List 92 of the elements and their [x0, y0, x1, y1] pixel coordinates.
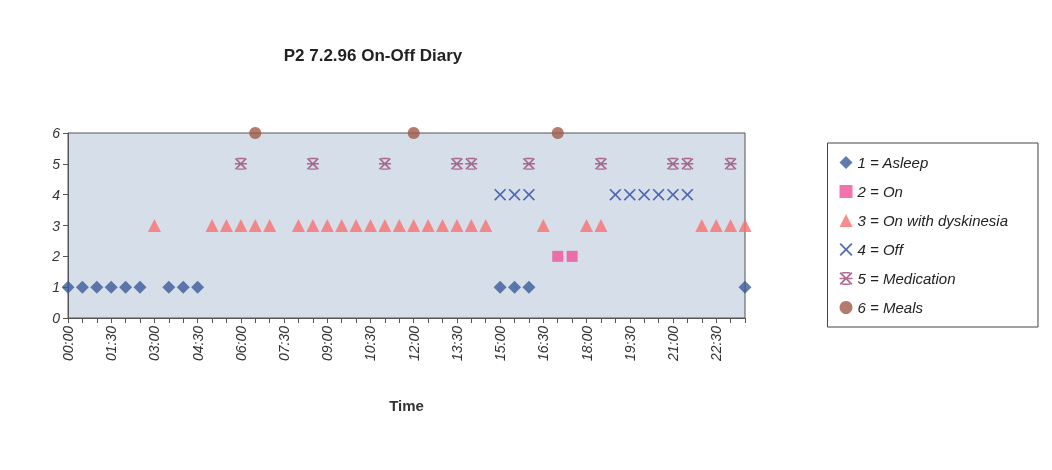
point — [508, 188, 521, 201]
point — [652, 188, 665, 201]
x-tick-label: 04:30 — [189, 325, 206, 362]
x-tick-label: 07:30 — [276, 325, 293, 362]
y-tick-label: 6 — [52, 125, 61, 141]
point — [450, 219, 464, 232]
point — [681, 188, 694, 201]
y-tick-label: 2 — [51, 248, 61, 265]
point — [450, 157, 463, 170]
point — [349, 219, 363, 232]
point — [566, 250, 578, 262]
legend-label: 4 = Off — [857, 241, 905, 258]
point — [594, 157, 607, 170]
point — [291, 219, 305, 232]
point — [234, 157, 247, 170]
x-tick-label: 15:00 — [492, 325, 509, 362]
legend-label: 5 = Medication — [857, 270, 956, 287]
x-tick-label: 21:00 — [664, 325, 681, 363]
point — [536, 219, 550, 232]
point — [421, 219, 435, 232]
point — [90, 280, 104, 294]
point — [594, 219, 608, 232]
point — [176, 280, 190, 294]
point — [205, 219, 219, 232]
point — [695, 219, 709, 232]
point — [407, 219, 421, 232]
point — [493, 280, 507, 294]
x-tick-label: 19:30 — [621, 325, 638, 362]
point — [133, 280, 147, 294]
point — [61, 280, 75, 294]
point — [119, 280, 133, 294]
point — [363, 219, 377, 232]
point — [738, 280, 752, 294]
point — [464, 219, 478, 232]
point — [248, 219, 262, 232]
point — [104, 280, 118, 294]
point — [465, 157, 478, 170]
point — [709, 219, 723, 232]
point — [378, 157, 391, 170]
point — [666, 157, 679, 170]
point — [335, 219, 349, 232]
x-tick-label: 16:30 — [535, 325, 552, 362]
point — [681, 157, 694, 170]
x-tick-label: 00:00 — [60, 325, 76, 362]
point — [191, 280, 205, 294]
x-tick-label: 10:30 — [362, 325, 379, 362]
point — [378, 219, 392, 232]
point — [234, 219, 248, 232]
point — [219, 219, 233, 232]
point — [306, 219, 320, 232]
point — [436, 219, 450, 232]
point — [609, 188, 622, 201]
x-tick-label: 01:30 — [103, 325, 120, 362]
point — [724, 219, 738, 232]
y-tick-label: 5 — [52, 155, 61, 172]
point — [580, 219, 594, 232]
x-tick-label: 12:00 — [405, 325, 422, 362]
y-tick-label: 0 — [52, 310, 61, 326]
point — [407, 127, 420, 139]
point — [147, 219, 161, 232]
x-tick-label: 03:00 — [146, 325, 163, 362]
point — [306, 157, 319, 170]
point — [479, 219, 493, 232]
point — [508, 280, 522, 294]
legend-label: 1 = Asleep — [857, 154, 929, 171]
point — [263, 219, 277, 232]
point — [75, 280, 89, 294]
point — [392, 219, 406, 232]
y-tick-label: 3 — [52, 217, 61, 234]
point — [522, 280, 536, 294]
point — [724, 157, 737, 170]
x-tick-label: 18:00 — [578, 325, 595, 362]
point — [162, 280, 176, 294]
point — [249, 127, 262, 139]
y-tick-label: 4 — [52, 186, 61, 203]
x-tick-label: 13:30 — [448, 325, 465, 362]
x-axis-title: Time — [389, 397, 424, 414]
point — [623, 188, 636, 201]
chart-title: P2 7.2.96 On-Off Diary — [283, 46, 463, 65]
point — [552, 250, 564, 262]
legend-label: 6 = Meals — [857, 299, 924, 316]
point — [638, 188, 651, 201]
point — [551, 127, 564, 139]
point — [320, 219, 334, 232]
x-tick-label: 06:00 — [232, 325, 249, 362]
legend-label: 3 = On with dyskinesia — [857, 212, 1009, 229]
legend-label: 2 = On — [856, 183, 903, 200]
point — [738, 219, 752, 232]
x-tick-label: 22:30 — [708, 325, 725, 363]
point — [522, 157, 535, 170]
x-tick-label: 09:00 — [319, 325, 336, 362]
y-tick-label: 1 — [52, 279, 60, 296]
